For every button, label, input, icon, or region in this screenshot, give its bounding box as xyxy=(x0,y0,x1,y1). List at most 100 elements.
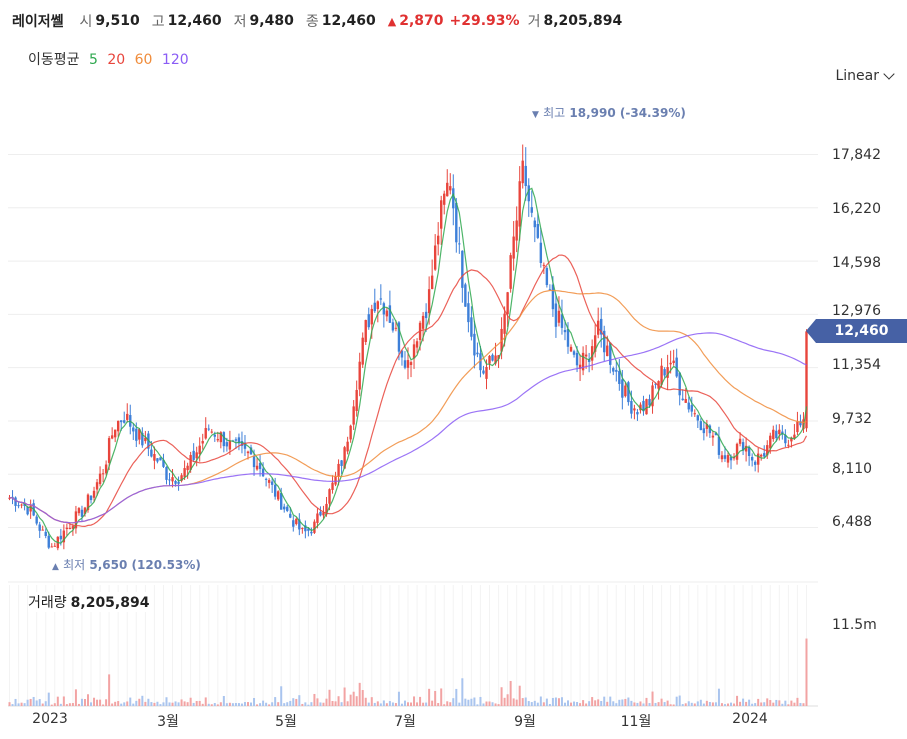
candle-body xyxy=(796,421,799,433)
volume-bar xyxy=(292,698,295,706)
volume-bar xyxy=(189,697,192,706)
volume-bar xyxy=(678,695,681,706)
candle-body xyxy=(778,429,781,435)
candle-body xyxy=(660,365,663,385)
ma-60[interactable]: 60 xyxy=(134,52,153,68)
volume-bar xyxy=(361,690,364,706)
volume-bar xyxy=(83,699,86,706)
close-value: 12,460 xyxy=(321,13,376,29)
candle-body xyxy=(382,303,386,315)
candle-body xyxy=(681,398,684,401)
volume-bar xyxy=(799,702,802,706)
high-value: 12,460 xyxy=(167,13,222,29)
volume-bar xyxy=(47,692,50,706)
volume-bar xyxy=(138,698,141,706)
volume-bar xyxy=(120,703,123,706)
ma-5[interactable]: 5 xyxy=(88,52,98,68)
volume-bar xyxy=(403,700,406,706)
volume-bar xyxy=(117,701,120,706)
volume-bar xyxy=(663,702,666,706)
volume-bar xyxy=(657,702,660,706)
volume-bar xyxy=(376,701,379,706)
volume-bar xyxy=(382,700,385,706)
volume-bar xyxy=(102,704,105,706)
ma-120[interactable]: 120 xyxy=(161,52,189,68)
candle-body xyxy=(74,511,78,529)
volume-bar xyxy=(506,694,509,706)
candle-body xyxy=(289,513,292,518)
price-tick: 9,732 xyxy=(832,411,873,427)
volume-bar xyxy=(597,699,600,706)
volume-bar xyxy=(579,703,582,706)
candle-body xyxy=(53,545,56,547)
volume-bar xyxy=(298,695,301,706)
candle-body xyxy=(252,456,256,468)
volume-bar xyxy=(283,703,286,706)
volume-bar xyxy=(237,703,240,706)
candle-body xyxy=(421,315,425,329)
candle-body xyxy=(482,370,485,374)
candle-body xyxy=(162,459,165,467)
max-value: 18,990 xyxy=(569,106,616,120)
volume-bar xyxy=(11,704,14,706)
candle-body xyxy=(198,445,201,455)
volume-bar xyxy=(542,702,545,706)
candle-body xyxy=(174,480,177,484)
candle-body xyxy=(310,531,313,534)
candle-body xyxy=(584,354,588,357)
ma-20[interactable]: 20 xyxy=(107,52,126,68)
volume-value: 8,205,894 xyxy=(543,13,623,29)
scale-selector[interactable]: Linear xyxy=(835,68,895,84)
candle-body xyxy=(406,360,410,368)
candle-body xyxy=(258,462,262,469)
candle-body xyxy=(267,480,271,483)
volume-bar xyxy=(99,699,102,706)
scale-selector-label: Linear xyxy=(835,68,879,84)
price-tick: 8,110 xyxy=(832,461,873,477)
volume-bar xyxy=(422,702,425,706)
candle-body xyxy=(678,372,681,396)
volume-bar xyxy=(168,702,171,706)
volume-bar xyxy=(754,703,757,706)
volume-bar xyxy=(250,702,253,706)
candle-body xyxy=(509,255,512,289)
volume-bar xyxy=(388,701,391,706)
close-label: 종 xyxy=(305,14,319,30)
min-label: 최저 xyxy=(63,558,86,572)
candle-body xyxy=(539,242,543,263)
volume-bar xyxy=(642,703,645,706)
volume-bar xyxy=(431,700,434,706)
volume-bar xyxy=(280,686,283,706)
volume-bar xyxy=(612,701,615,706)
candle-body xyxy=(606,345,609,357)
volume-bar xyxy=(123,702,126,706)
candle-body xyxy=(397,322,401,352)
volume-bar xyxy=(198,700,201,706)
candle-body xyxy=(14,497,17,506)
candle-body xyxy=(741,442,745,451)
volume-bar xyxy=(751,703,754,706)
ma-line-20 xyxy=(9,254,808,528)
volume-bar xyxy=(355,696,358,706)
volume-bar xyxy=(343,687,346,706)
candle-body xyxy=(427,289,431,314)
candle-body xyxy=(243,442,247,449)
candle-body xyxy=(204,428,207,439)
volume-bar xyxy=(349,694,352,706)
volume-bar xyxy=(554,697,557,706)
candle-body xyxy=(572,351,576,355)
candle-body xyxy=(657,381,660,389)
volume-bar xyxy=(225,703,228,706)
volume-bar xyxy=(708,702,711,706)
volume-bar xyxy=(802,703,805,706)
candle-body xyxy=(376,301,380,309)
volume-bar xyxy=(494,703,497,706)
volume-bar xyxy=(437,703,440,706)
candle-body xyxy=(201,441,204,444)
price-tick: 14,598 xyxy=(832,255,881,271)
candle-body xyxy=(449,186,452,191)
volume-bar xyxy=(71,703,74,706)
volume-bar xyxy=(509,680,512,706)
volume-bar xyxy=(135,700,138,706)
